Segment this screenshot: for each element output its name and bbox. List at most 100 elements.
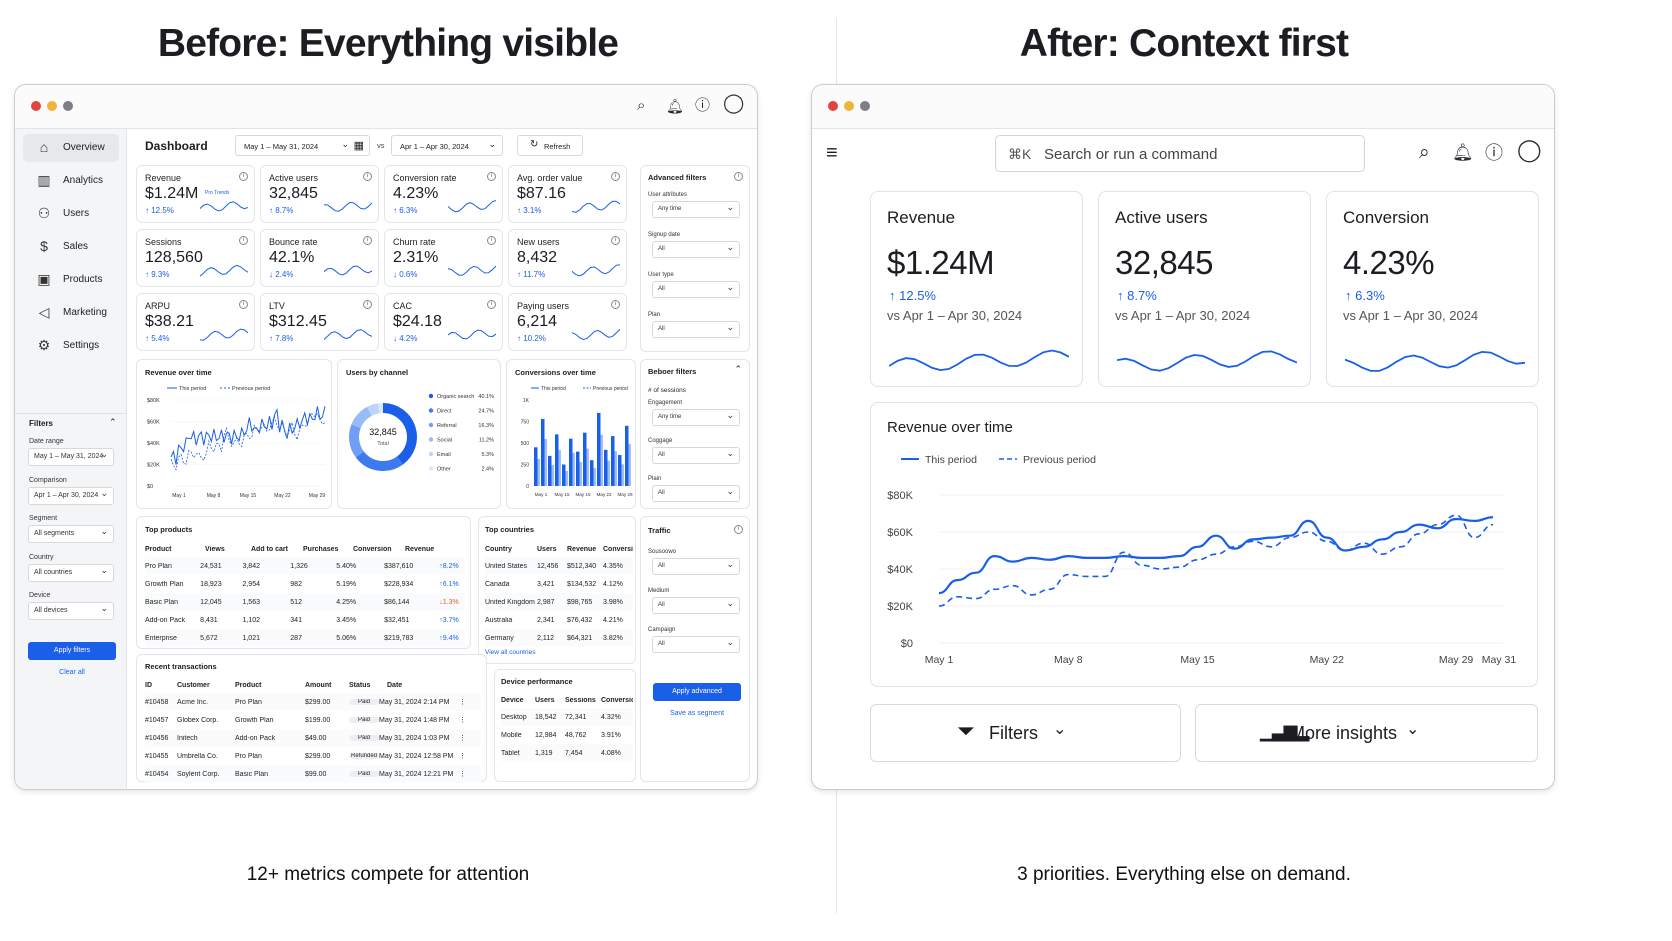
kpi-card[interactable]: Paying users 6,214 ↑ 10.2% i: [508, 293, 627, 351]
sidebar-item-users[interactable]: ⚇ Users: [33, 205, 89, 222]
filter-select[interactable]: All devices: [28, 602, 114, 620]
bell-icon[interactable]: 🔔︎: [666, 98, 684, 114]
info-icon[interactable]: i: [734, 525, 743, 534]
filter-select[interactable]: Any time: [652, 409, 740, 426]
filter-select[interactable]: All: [652, 636, 740, 653]
info-icon[interactable]: i: [611, 236, 620, 245]
kpi-card[interactable]: Avg. order value $87.16 ↑ 3.1% i: [508, 165, 627, 223]
account-icon[interactable]: ◯: [723, 93, 745, 114]
filter-select[interactable]: All: [652, 558, 740, 575]
filter-select[interactable]: Any time: [652, 201, 740, 218]
kebab-menu-icon[interactable]: ⋮: [459, 717, 466, 724]
table-row[interactable]: Basic Plan 12,045 1,563 512 4.25% $86,144 ↓1.3…: [145, 593, 465, 611]
info-icon[interactable]: i: [487, 236, 496, 245]
kebab-menu-icon[interactable]: ⋮: [459, 771, 466, 778]
kpi-card[interactable]: New users 8,432 ↑ 11.7% i: [508, 229, 627, 287]
filter-select[interactable]: All countries: [28, 563, 114, 582]
date-range-picker[interactable]: May 1 – May 31, 2024 ⌄ ▦: [235, 135, 370, 156]
kpi-tag[interactable]: Pro Trends: [205, 190, 230, 196]
info-icon[interactable]: i: [239, 236, 248, 245]
compare-range-picker[interactable]: Apr 1 – Apr 30, 2024 ⌄: [391, 135, 503, 156]
kpi-card[interactable]: Conversion rate 4.23% ↑ 6.3% i: [384, 165, 503, 223]
filter-select[interactable]: May 1 – May 31, 2024: [28, 448, 114, 466]
kpi-card[interactable]: Sessions 128,560 ↑ 9.3% i: [136, 229, 255, 287]
info-icon[interactable]: i: [734, 172, 743, 181]
kpi-card[interactable]: Churn rate 2.31% ↓ 0.6% i: [384, 229, 503, 287]
table-row[interactable]: Germany 2,112 $64,321 3.82%: [485, 629, 633, 647]
info-icon[interactable]: i: [239, 172, 248, 181]
search-icon[interactable]: ⌕: [1419, 142, 1430, 163]
maximize-dot[interactable]: [63, 101, 73, 111]
hamburger-menu-icon[interactable]: ≡: [826, 142, 838, 164]
sidebar-item-sales[interactable]: $ Sales: [33, 238, 88, 254]
kpi-card[interactable]: Active users 32,845 ↑ 8.7% vs Apr 1 – Apr 3…: [1098, 191, 1311, 387]
info-icon[interactable]: i: [363, 300, 372, 309]
table-row[interactable]: Mobile 12,984 48,762 3.91%: [501, 726, 633, 744]
kpi-card[interactable]: CAC $24.18 ↓ 4.2% i: [384, 293, 503, 351]
kpi-card[interactable]: Bounce rate 42.1% ↓ 2.4% i: [260, 229, 379, 287]
apply-advanced-button[interactable]: Apply advanced: [653, 683, 741, 701]
table-row[interactable]: Tablet 1,319 7,454 4.08%: [501, 744, 633, 762]
help-icon[interactable]: ⓘ: [695, 97, 711, 114]
chevron-up-icon[interactable]: ⌃: [109, 417, 117, 427]
minimize-dot[interactable]: [47, 101, 57, 111]
table-row[interactable]: Australia 2,341 $76,432 4.21%: [485, 611, 633, 629]
filter-select[interactable]: All: [652, 241, 740, 258]
table-row[interactable]: #10457 Globex Corp. Growth Plan $199.00 Paid…: [145, 711, 481, 729]
info-icon[interactable]: i: [487, 172, 496, 181]
table-row[interactable]: Desktop 18,542 72,341 4.32%: [501, 708, 633, 726]
sidebar-item-overview[interactable]: ⌂ Overview: [33, 139, 105, 155]
kebab-menu-icon[interactable]: ⋮: [459, 735, 466, 742]
kebab-menu-icon[interactable]: ⋮: [459, 699, 466, 706]
table-row[interactable]: #10458 Acme Inc. Pro Plan $299.00 Paid May 31…: [145, 693, 481, 711]
sidebar-item-analytics[interactable]: ▥ Analytics: [33, 172, 103, 189]
info-icon[interactable]: i: [487, 300, 496, 309]
close-dot[interactable]: [31, 101, 41, 111]
kpi-card[interactable]: Revenue $1.24M ↑ 12.5% i Pro Trends: [136, 165, 255, 223]
info-icon[interactable]: i: [363, 172, 372, 181]
filter-select[interactable]: All: [652, 485, 740, 502]
chevron-up-icon[interactable]: ⌃: [734, 364, 742, 374]
minimize-dot[interactable]: [844, 101, 854, 111]
info-icon[interactable]: i: [239, 300, 248, 309]
filter-select[interactable]: All: [652, 321, 740, 338]
refresh-button[interactable]: ↻ Refresh: [517, 135, 583, 156]
kpi-card[interactable]: Revenue $1.24M ↑ 12.5% vs Apr 1 – Apr 30, 2…: [870, 191, 1083, 387]
kpi-card[interactable]: LTV $312.45 ↑ 7.8% i: [260, 293, 379, 351]
filter-select[interactable]: All: [652, 281, 740, 298]
table-row[interactable]: #10456 Initech Add-on Pack $49.00 Paid May 31…: [145, 729, 481, 747]
filter-select[interactable]: All: [652, 447, 740, 464]
kpi-card[interactable]: Active users 32,845 ↑ 8.7% i: [260, 165, 379, 223]
account-icon[interactable]: ◯: [1517, 137, 1542, 162]
bell-icon[interactable]: 🔔︎: [1452, 143, 1474, 162]
table-row[interactable]: #10454 Soylent Corp. Basic Plan $99.00 Paid M…: [145, 765, 481, 783]
filter-select[interactable]: All: [652, 597, 740, 614]
more-insights-button[interactable]: ▁▃▆▂ More insights ⌄: [1195, 704, 1538, 762]
close-dot[interactable]: [828, 101, 838, 111]
table-row[interactable]: Canada 3,421 $134,532 4.12%: [485, 575, 633, 593]
view-all-countries-link[interactable]: View all countries: [485, 649, 536, 656]
sidebar-item-settings[interactable]: ⚙ Settings: [33, 337, 99, 354]
kebab-menu-icon[interactable]: ⋮: [459, 753, 466, 760]
info-icon[interactable]: i: [611, 172, 620, 181]
table-row[interactable]: Add-on Pack 8,431 1,102 341 3.45% $32,451 ↑3.7…: [145, 611, 465, 629]
save-segment-link[interactable]: Save as segment: [669, 710, 725, 717]
command-search-input[interactable]: ⌘K Search or run a command: [995, 135, 1365, 172]
table-row[interactable]: Enterprise 5,672 1,021 287 5.06% $219,783 ↑9.4…: [145, 629, 465, 647]
table-row[interactable]: United States 12,456 $512,340 4.35%: [485, 557, 633, 575]
filter-select[interactable]: All segments: [28, 525, 114, 543]
table-row[interactable]: United Kingdom 2,987 $98,765 3.98%: [485, 593, 633, 611]
kpi-card[interactable]: Conversion 4.23% ↑ 6.3% vs Apr 1 – Apr 30, …: [1326, 191, 1539, 387]
table-row[interactable]: #10455 Umbrella Co. Pro Plan $299.00 Refunde…: [145, 747, 481, 765]
help-icon[interactable]: ⓘ: [1485, 143, 1503, 163]
kpi-card[interactable]: ARPU $38.21 ↑ 5.4% i: [136, 293, 255, 351]
filters-button[interactable]: ⏷ Filters ⌄: [870, 704, 1181, 762]
search-icon[interactable]: ⌕: [637, 97, 646, 114]
sidebar-item-products[interactable]: ▣ Products: [33, 271, 102, 288]
info-icon[interactable]: i: [363, 236, 372, 245]
clear-all-link[interactable]: Clear all: [59, 669, 85, 676]
apply-filters-button[interactable]: Apply filters: [28, 642, 116, 660]
maximize-dot[interactable]: [860, 101, 870, 111]
table-row[interactable]: Pro Plan 24,531 3,842 1,326 5.40% $387,610 ↑8.…: [145, 557, 465, 575]
sidebar-item-marketing[interactable]: ◁ Marketing: [33, 304, 107, 321]
